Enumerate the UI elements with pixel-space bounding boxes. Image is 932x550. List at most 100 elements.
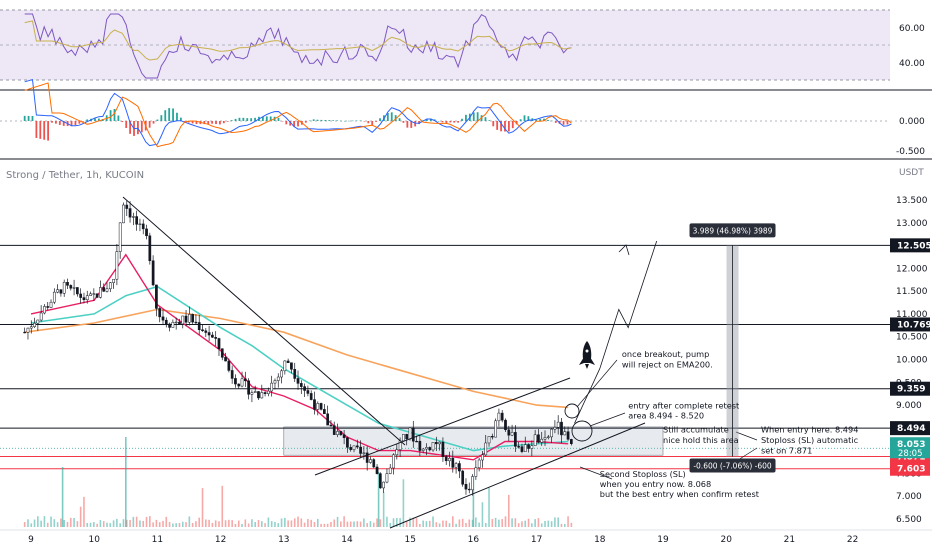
macd-bar: [562, 121, 565, 125]
macd-bar: [570, 121, 573, 122]
candle-body: [76, 287, 79, 295]
macd-bar: [215, 121, 217, 125]
candle-body: [408, 427, 412, 440]
candle-body: [402, 434, 405, 442]
volume-bar: [366, 523, 368, 527]
candle-body: [122, 204, 125, 224]
candle-body: [481, 454, 484, 461]
candle-body: [309, 393, 313, 400]
volume-bar: [343, 516, 345, 527]
candle-body: [267, 390, 270, 394]
volume-bar: [472, 477, 475, 527]
price-tick: 12.000: [896, 264, 928, 274]
candle-body: [411, 427, 415, 442]
volume-bar: [234, 523, 237, 527]
volume-bar: [33, 519, 36, 527]
candle-body: [197, 322, 201, 330]
level-label-box: [890, 461, 930, 476]
candle-body: [477, 459, 481, 468]
candle-body: [306, 390, 310, 394]
volume-bar: [158, 522, 161, 527]
volume-bar: [228, 519, 230, 527]
candle-body: [556, 421, 560, 428]
macd-bar: [367, 121, 370, 124]
candle-body: [454, 463, 458, 468]
candle-body: [451, 458, 455, 468]
volume-bar: [145, 516, 148, 527]
macd-bar: [355, 120, 358, 122]
time-tick: 16: [468, 535, 480, 545]
candle-body: [382, 481, 385, 489]
volume-bar: [221, 485, 224, 527]
macd-bar: [261, 116, 264, 121]
macd-bar: [328, 120, 331, 121]
volume-bar: [435, 522, 438, 527]
price-tick: 10.000: [896, 356, 928, 366]
macd-bar: [269, 116, 272, 121]
candle-body: [510, 432, 514, 436]
candle-body: [148, 235, 152, 262]
macd-bar: [86, 119, 89, 121]
candle-body: [385, 473, 389, 483]
annotation-text: Still accumulate: [663, 424, 729, 434]
volume-bar: [132, 516, 135, 527]
macd-bar: [55, 121, 57, 124]
macd-bar: [398, 118, 401, 121]
candle-body: [329, 424, 333, 427]
time-tick: 20: [720, 535, 732, 545]
macd-bar: [511, 121, 514, 129]
volume-bar: [205, 519, 207, 527]
volume-bar: [340, 521, 342, 527]
trendline-descending: [122, 196, 406, 446]
level-label: 8.494: [897, 424, 925, 434]
projected-arrow-head: [618, 244, 630, 256]
volume-bar: [251, 519, 253, 527]
volume-bar: [547, 520, 550, 527]
candle-body: [448, 458, 451, 462]
candle-body: [490, 436, 494, 438]
candle-body: [369, 459, 372, 463]
currency-label: USDT: [899, 168, 924, 178]
ema200-line: [24, 308, 569, 409]
candle-body: [487, 436, 491, 444]
volume-bar: [267, 517, 270, 527]
level-label: 9.359: [897, 385, 925, 395]
volume-bar: [195, 521, 197, 527]
candle-body: [520, 446, 524, 452]
volume-bar: [257, 520, 260, 527]
annotation-text: will reject on EMA200.: [622, 360, 713, 370]
volume-bar: [129, 520, 131, 527]
macd-bar: [547, 120, 549, 121]
candle-body: [85, 295, 89, 300]
time-tick: 15: [404, 535, 415, 545]
candle-body: [507, 429, 511, 436]
candle-body: [372, 459, 376, 468]
volume-bar: [468, 519, 471, 527]
candle-body: [128, 208, 132, 218]
volume-bar: [260, 521, 263, 527]
macd-bar: [238, 117, 241, 121]
macd-bar: [425, 118, 428, 121]
macd-bar: [414, 121, 417, 127]
candle-body: [326, 413, 330, 426]
candle-body: [243, 378, 247, 382]
candle-body: [33, 323, 36, 327]
candle-body: [59, 289, 63, 294]
volume-bar: [488, 487, 490, 527]
rsi-line: [24, 13, 572, 79]
macd-bar: [39, 121, 42, 139]
volume-bar: [125, 437, 127, 527]
macd-bar: [418, 121, 420, 125]
volume-bar: [442, 520, 444, 527]
macd-bar: [35, 121, 38, 138]
volume-bar: [86, 522, 89, 527]
volume-bar: [376, 518, 378, 527]
volume-bar: [188, 516, 191, 527]
volume-bar: [185, 522, 187, 527]
volume-bar: [224, 520, 227, 527]
macd-bar: [78, 121, 81, 124]
candle-body: [36, 319, 40, 324]
candle-body: [514, 432, 517, 447]
candle-body: [349, 447, 353, 450]
